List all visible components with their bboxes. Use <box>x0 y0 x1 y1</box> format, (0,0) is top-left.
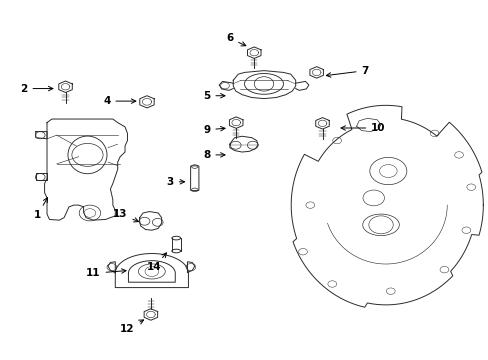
Text: 12: 12 <box>120 320 143 334</box>
Text: 5: 5 <box>203 91 224 101</box>
Text: 7: 7 <box>325 66 368 77</box>
Text: 10: 10 <box>340 123 385 133</box>
Text: 14: 14 <box>147 253 166 273</box>
Text: 1: 1 <box>34 198 47 220</box>
Text: 2: 2 <box>20 84 53 94</box>
Text: 4: 4 <box>103 96 136 106</box>
Text: 6: 6 <box>225 33 245 46</box>
Text: 8: 8 <box>203 150 224 160</box>
Text: 11: 11 <box>86 268 126 278</box>
Text: 9: 9 <box>203 125 224 135</box>
Text: 3: 3 <box>166 177 184 187</box>
Text: 13: 13 <box>113 209 138 222</box>
